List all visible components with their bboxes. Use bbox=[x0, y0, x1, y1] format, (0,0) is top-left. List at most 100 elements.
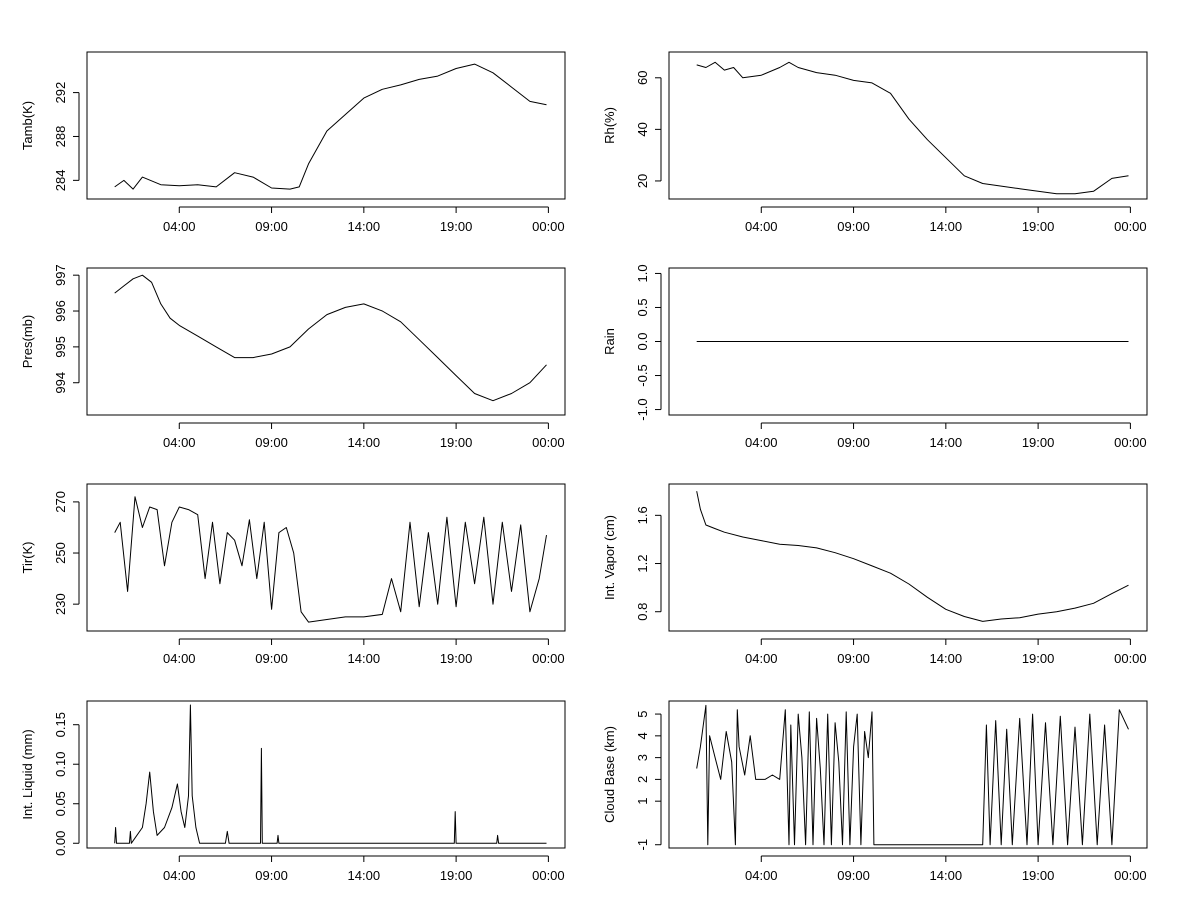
panel-int-vapor-cm-series-line bbox=[696, 491, 1129, 622]
panel-rh-y-tick-label: 40 bbox=[635, 122, 650, 136]
panel-tir-k-y-tick-label: 270 bbox=[53, 491, 68, 513]
panel-rh: 04:00 09:00 14:00 19:00 00:00 20 40 60 Rh(%) bbox=[602, 51, 1148, 234]
panel-int-vapor-cm: 04:00 09:00 14:00 19:00 00:00 0.8 1.2 1.6 Int. V… bbox=[602, 483, 1148, 666]
panel-cloud-base-km-x-tick-label: 19:00 bbox=[1022, 868, 1055, 883]
panel-int-vapor-cm-y-tick-label: 1.6 bbox=[635, 506, 650, 524]
panel-int-vapor-cm-y-tick-label: 1.2 bbox=[635, 554, 650, 572]
panel-tir-k-x-tick-label: 19:00 bbox=[440, 651, 473, 666]
panel-int-vapor-cm-x-tick-label: 09:00 bbox=[837, 651, 870, 666]
panel-rain-y-tick-label: -1.0 bbox=[635, 398, 650, 420]
panel-tamb-k-y-label: Tamb(K) bbox=[20, 101, 35, 150]
panel-pres-mb-y-tick-label: 996 bbox=[53, 300, 68, 322]
panel-tir-k-y-tick-label: 250 bbox=[53, 542, 68, 564]
panel-cloud-base-km-x-tick-label: 00:00 bbox=[1114, 868, 1147, 883]
panel-pres-mb-frame bbox=[86, 267, 566, 416]
panel-pres-mb-x-tick-label: 09:00 bbox=[255, 435, 288, 450]
panel-tir-k: 04:00 09:00 14:00 19:00 00:00 230 250 270 Tir(K) bbox=[20, 483, 566, 666]
panel-rain: 04:00 09:00 14:00 19:00 00:00 -1.0 -0.5 0.0 0.5 1… bbox=[602, 264, 1148, 450]
panel-rh-y-tick-label: 60 bbox=[635, 71, 650, 85]
panel-int-liquid-mm-x-tick-label: 00:00 bbox=[532, 868, 565, 883]
panel-rh-y-label: Rh(%) bbox=[602, 107, 617, 144]
panel-tir-k-x-tick-label: 14:00 bbox=[348, 651, 381, 666]
panel-tir-k-x-tick-label: 00:00 bbox=[532, 651, 565, 666]
panel-pres-mb-y-label: Pres(mb) bbox=[20, 315, 35, 368]
panel-cloud-base-km-y-tick-label: 2 bbox=[635, 776, 650, 783]
panel-rain-x-tick-label: 09:00 bbox=[837, 435, 870, 450]
panel-rh-x-tick-label: 00:00 bbox=[1114, 219, 1147, 234]
panel-cloud-base-km-y-tick-label: 3 bbox=[635, 754, 650, 761]
panel-rain-x-tick-label: 14:00 bbox=[930, 435, 963, 450]
panel-pres-mb-y-tick-label: 997 bbox=[53, 264, 68, 286]
panel-rh-x-tick-label: 09:00 bbox=[837, 219, 870, 234]
panel-cloud-base-km-x-tick-label: 09:00 bbox=[837, 868, 870, 883]
panel-int-liquid-mm-y-tick-label: 0.10 bbox=[53, 752, 68, 777]
panel-int-liquid-mm-x-tick-label: 09:00 bbox=[255, 868, 288, 883]
panel-rain-x-tick-label: 00:00 bbox=[1114, 435, 1147, 450]
panel-int-liquid-mm-y-label: Int. Liquid (mm) bbox=[20, 729, 35, 819]
panel-rain-y-tick-label: 0.5 bbox=[635, 298, 650, 316]
panel-pres-mb-y-tick-label: 994 bbox=[53, 372, 68, 394]
panel-tamb-k: 04:00 09:00 14:00 19:00 00:00 284 288 292 Tamb(K… bbox=[20, 51, 566, 234]
panel-cloud-base-km-y-tick-label: 1 bbox=[635, 798, 650, 805]
panel-cloud-base-km: 04:00 09:00 14:00 19:00 00:00 -1 1 2 3 4 5 Cloud Ba… bbox=[602, 700, 1148, 883]
panel-cloud-base-km-y-tick-label: 4 bbox=[635, 732, 650, 739]
panel-tir-k-y-tick-label: 230 bbox=[53, 593, 68, 615]
panel-rain-y-tick-label: 0.0 bbox=[635, 332, 650, 350]
panel-cloud-base-km-x-tick-label: 14:00 bbox=[930, 868, 963, 883]
panel-int-vapor-cm-x-tick-label: 04:00 bbox=[745, 651, 778, 666]
panel-cloud-base-km-x-tick-label: 04:00 bbox=[745, 868, 778, 883]
panel-tir-k-frame bbox=[86, 483, 566, 632]
panel-int-liquid-mm-frame bbox=[86, 700, 566, 849]
panel-rh-y-tick-label: 20 bbox=[635, 174, 650, 188]
panel-int-vapor-cm-x-tick-label: 19:00 bbox=[1022, 651, 1055, 666]
panel-int-liquid-mm-series-line bbox=[114, 704, 547, 844]
panel-pres-mb-x-tick-label: 04:00 bbox=[163, 435, 196, 450]
panel-pres-mb-x-tick-label: 19:00 bbox=[440, 435, 473, 450]
panel-tamb-k-x-tick-label: 19:00 bbox=[440, 219, 473, 234]
panel-cloud-base-km-series-line bbox=[696, 704, 1129, 846]
panel-tir-k-x-tick-label: 09:00 bbox=[255, 651, 288, 666]
panel-tamb-k-frame bbox=[86, 51, 566, 200]
panel-rh-series-line bbox=[696, 61, 1129, 195]
panel-rh-x-tick-label: 19:00 bbox=[1022, 219, 1055, 234]
panel-tir-k-x-tick-label: 04:00 bbox=[163, 651, 196, 666]
panel-rain-y-label: Rain bbox=[602, 328, 617, 355]
panel-int-vapor-cm-frame bbox=[668, 483, 1148, 632]
panel-int-liquid-mm-y-tick-label: 0.15 bbox=[53, 712, 68, 737]
panel-pres-mb-series-line bbox=[114, 274, 547, 402]
panel-cloud-base-km-y-label: Cloud Base (km) bbox=[602, 726, 617, 823]
panel-tamb-k-y-tick-label: 284 bbox=[53, 169, 68, 191]
panel-tamb-k-x-tick-label: 00:00 bbox=[532, 219, 565, 234]
panel-pres-mb-x-tick-label: 00:00 bbox=[532, 435, 565, 450]
panel-pres-mb: 04:00 09:00 14:00 19:00 00:00 994 995 996 997 Pre… bbox=[20, 264, 566, 450]
panel-tamb-k-y-tick-label: 292 bbox=[53, 82, 68, 104]
panel-cloud-base-km-frame bbox=[668, 700, 1148, 849]
panel-pres-mb-x-tick-label: 14:00 bbox=[348, 435, 381, 450]
panel-tir-k-y-label: Tir(K) bbox=[20, 541, 35, 573]
panel-int-liquid-mm-y-tick-label: 0.00 bbox=[53, 831, 68, 856]
panel-tamb-k-x-tick-label: 04:00 bbox=[163, 219, 196, 234]
panel-rh-x-tick-label: 14:00 bbox=[930, 219, 963, 234]
panel-int-liquid-mm-y-tick-label: 0.05 bbox=[53, 791, 68, 816]
panel-rain-x-tick-label: 19:00 bbox=[1022, 435, 1055, 450]
panel-pres-mb-y-tick-label: 995 bbox=[53, 336, 68, 358]
panel-int-liquid-mm: 04:00 09:00 14:00 19:00 00:00 0.00 0.05 0.10 0.1… bbox=[20, 700, 566, 883]
panel-rh-frame bbox=[668, 51, 1148, 200]
panel-cloud-base-km-y-tick-label: -1 bbox=[635, 839, 650, 851]
panel-rain-frame bbox=[668, 267, 1148, 416]
panel-tamb-k-x-tick-label: 14:00 bbox=[348, 219, 381, 234]
panel-int-liquid-mm-x-tick-label: 19:00 bbox=[440, 868, 473, 883]
panel-int-liquid-mm-x-tick-label: 14:00 bbox=[348, 868, 381, 883]
panel-rain-y-tick-label: 1.0 bbox=[635, 264, 650, 282]
panel-int-vapor-cm-x-tick-label: 00:00 bbox=[1114, 651, 1147, 666]
panel-rh-x-tick-label: 04:00 bbox=[745, 219, 778, 234]
panel-int-vapor-cm-y-label: Int. Vapor (cm) bbox=[602, 515, 617, 600]
panel-int-liquid-mm-x-tick-label: 04:00 bbox=[163, 868, 196, 883]
panel-tamb-k-y-tick-label: 288 bbox=[53, 126, 68, 148]
panel-tamb-k-x-tick-label: 09:00 bbox=[255, 219, 288, 234]
panel-int-vapor-cm-x-tick-label: 14:00 bbox=[930, 651, 963, 666]
panel-cloud-base-km-y-tick-label: 5 bbox=[635, 710, 650, 717]
panel-rain-y-tick-label: -0.5 bbox=[635, 364, 650, 386]
panel-tamb-k-series-line bbox=[114, 63, 547, 190]
